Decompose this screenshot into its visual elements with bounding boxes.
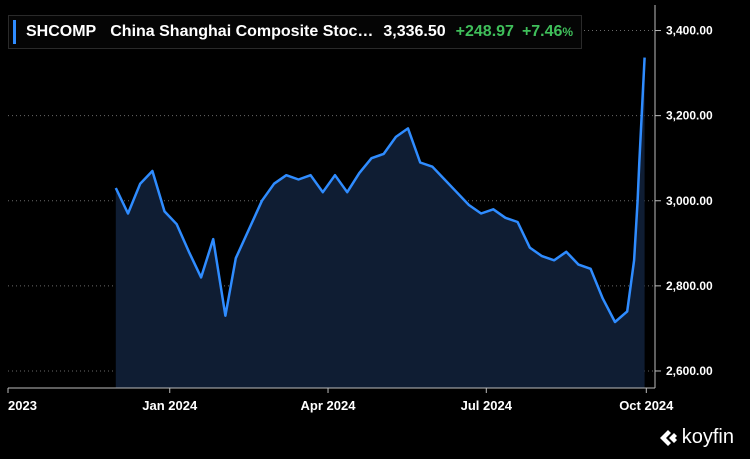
y-tick-label: 3,000.00	[666, 194, 713, 208]
series-color-marker	[13, 20, 16, 44]
y-tick-label: 3,400.00	[666, 24, 713, 38]
y-tick-label: 2,800.00	[666, 279, 713, 293]
y-tick-label: 2,600.00	[666, 364, 713, 378]
koyfin-watermark[interactable]: koyfin	[657, 426, 734, 449]
legend-change-percent: +7.46%	[522, 23, 573, 41]
x-tick-label: Apr 2024	[301, 398, 357, 413]
x-tick-label: 2023	[8, 398, 37, 413]
legend-last-price: 3,336.50	[383, 23, 446, 40]
legend-symbol[interactable]: SHCOMP	[26, 23, 97, 40]
x-tick-label: Jul 2024	[461, 398, 513, 413]
y-axis-ticks: 2,600.00 2,800.00 3,000.00 3,200.00 3,400.00	[655, 24, 713, 378]
x-axis-ticks: 2023 Jan 2024 Apr 2024 Jul 2024 Oct 2024	[7, 388, 674, 413]
koyfin-brand-text: koyfin	[681, 426, 734, 448]
x-tick-label: Jan 2024	[142, 398, 198, 413]
x-tick-label: Oct 2024	[619, 398, 674, 413]
legend-security-name: China Shanghai Composite Stoc…	[110, 23, 374, 40]
koyfin-logo-icon	[659, 429, 677, 446]
legend-percent-sign: %	[562, 25, 574, 39]
price-area-fill	[115, 57, 645, 388]
y-tick-label: 3,200.00	[666, 109, 713, 123]
legend-change-percent-value: +7.46	[521, 23, 563, 40]
legend-change: +248.97	[455, 23, 514, 40]
price-line	[114, 57, 646, 324]
axes	[8, 5, 656, 389]
legend-box: SHCOMP China Shanghai Composite Stoc… 3,…	[8, 15, 582, 49]
